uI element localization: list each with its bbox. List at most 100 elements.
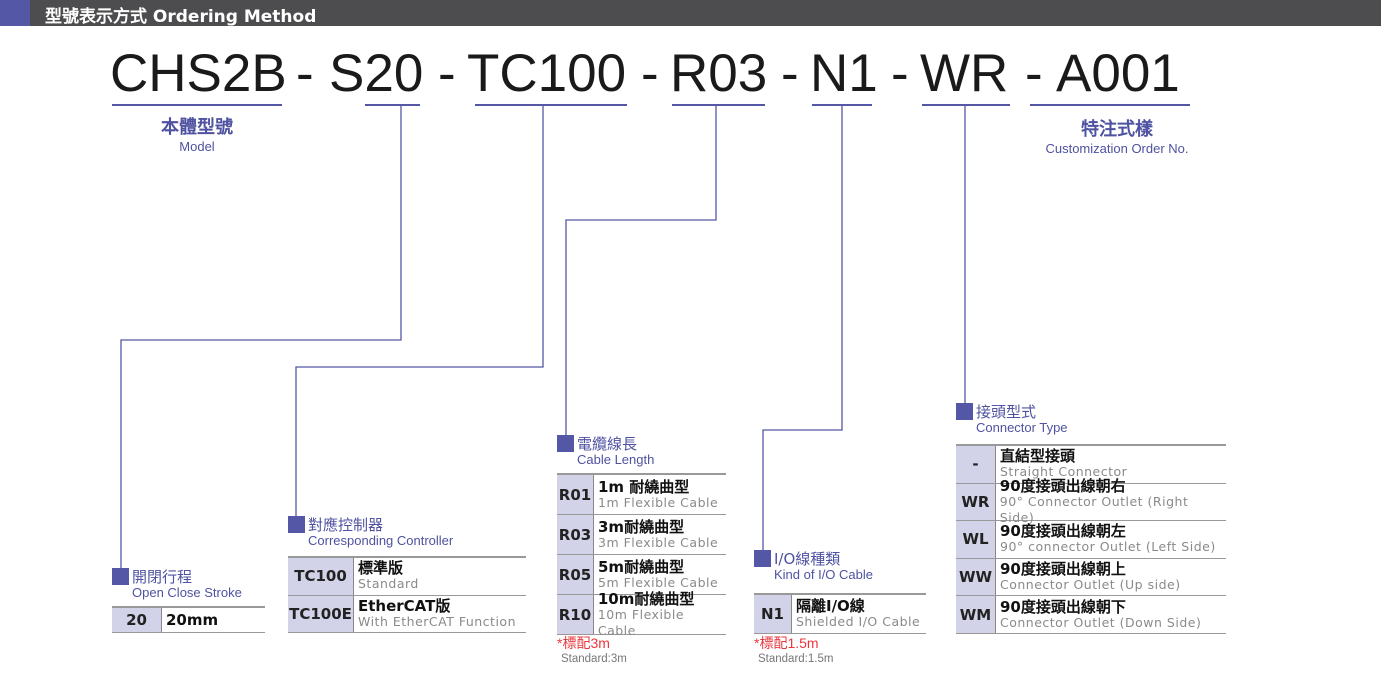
code-segment: A001 <box>1056 44 1180 103</box>
custom-label: 特注式樣 Customization Order No. <box>1010 115 1224 156</box>
option-code: R05 <box>557 555 594 594</box>
custom-label-zh: 特注式樣 <box>1081 119 1153 140</box>
model-label-zh: 本體型號 <box>161 117 233 138</box>
section-marker-icon <box>754 550 771 567</box>
option-description: 90度接頭出線朝下 Connector Outlet (Down Side) <box>996 596 1201 633</box>
header-accent <box>0 0 30 26</box>
option-name-en: Connector Outlet (Down Side) <box>1000 614 1202 630</box>
option-description: 5m耐繞曲型 5m Flexible Cable <box>594 555 718 594</box>
table-row: TC100 標準版 Standard <box>288 558 526 596</box>
table-row: R03 3m耐繞曲型 3m Flexible Cable <box>557 515 726 555</box>
table-row: - 直結型接頭 Straight Connector <box>956 446 1226 484</box>
underline-controller <box>475 104 627 106</box>
standard-note-en: Standard:3m <box>561 653 627 665</box>
option-table: N1 隔離I/O線 Shielded I/O Cable <box>754 593 926 634</box>
option-code: R01 <box>557 475 594 514</box>
code-separator: - <box>438 44 456 103</box>
section-marker-icon <box>288 516 305 533</box>
option-description: 直結型接頭 Straight Connector <box>996 446 1127 483</box>
option-description: 10m耐繞曲型 10m Flexible Cable <box>594 591 726 638</box>
section-marker-icon <box>557 435 574 452</box>
option-table: R01 1m 耐繞曲型 1m Flexible Cable R03 3m耐繞曲型 3m F… <box>557 473 726 638</box>
option-code: WW <box>956 558 996 596</box>
option-name-en: 3m Flexible Cable <box>598 534 719 550</box>
table-row: WR 90度接頭出線朝右 90° Connector Outlet (Right S… <box>956 478 1226 525</box>
option-name-zh: 標準版 <box>358 559 404 578</box>
option-name-zh: 90度接頭出線朝左 <box>1000 522 1126 541</box>
option-name-zh: 90度接頭出線朝上 <box>1000 560 1126 579</box>
code-segment: N1 <box>810 44 878 103</box>
option-table: - 直結型接頭 Straight Connector WR 90度接頭出線朝右 90° C… <box>956 444 1226 634</box>
code-segment: WR <box>920 44 1009 103</box>
option-name-zh: 90度接頭出線朝右 <box>999 476 1126 495</box>
underline-model <box>112 104 282 106</box>
section-subtitle: Corresponding Controller <box>308 533 454 548</box>
option-code: WM <box>956 596 996 633</box>
option-description: 標準版 Standard <box>354 558 419 595</box>
table-row: WW 90度接頭出線朝上 Connector Outlet (Up side) <box>956 558 1226 597</box>
code-separator: - <box>1025 44 1043 103</box>
section-title: 接頭型式 <box>976 403 1037 421</box>
table-row: TC100E EtherCAT版 With EtherCAT Function <box>288 595 526 633</box>
line-stroke <box>120 105 402 570</box>
option-name-zh: 90度接頭出線朝下 <box>1000 597 1126 616</box>
option-table: 20 20mm <box>112 606 265 633</box>
underline-cable <box>672 104 765 106</box>
option-name-en: 90° Connector Outlet (Right Side) <box>999 493 1189 525</box>
section-title: 開閉行程 <box>132 568 193 586</box>
option-code: - <box>956 446 996 483</box>
code-separator: - <box>891 44 909 103</box>
option-name-zh: 10m耐繞曲型 <box>597 589 695 608</box>
code-separator: - <box>296 44 314 103</box>
option-name-zh: 3m耐繞曲型 <box>598 517 685 536</box>
option-code: WL <box>956 521 996 558</box>
option-name-en: 1m Flexible Cable <box>598 494 719 510</box>
table-row: N1 隔離I/O線 Shielded I/O Cable <box>754 595 926 634</box>
section-subtitle: Connector Type <box>976 420 1068 435</box>
model-label-en: Model <box>179 139 215 154</box>
code-segment: TC100 <box>467 44 627 103</box>
code-segment: R03 <box>670 44 768 103</box>
option-name-en: 90° connector Outlet (Left Side) <box>1000 539 1216 555</box>
option-name-zh: 20mm <box>166 611 219 629</box>
option-code: TC100 <box>288 558 354 595</box>
model-label: 本體型號 Model <box>112 113 282 154</box>
option-description: 隔離I/O線 Shielded I/O Cable <box>792 595 920 633</box>
section-title: I/O線種類 <box>774 550 841 568</box>
option-name-en: With EtherCAT Function <box>358 613 516 629</box>
line-io <box>762 105 843 552</box>
standard-note: *標配1.5m Standard:1.5m <box>754 633 833 665</box>
option-name-en: 5m Flexible Cable <box>598 574 719 590</box>
underline-stroke <box>365 104 420 106</box>
option-code: WR <box>956 483 996 521</box>
underline-custom <box>1030 104 1190 106</box>
section-header: 型號表示方式 Ordering Method <box>0 0 1381 27</box>
standard-note: *標配3m Standard:3m <box>557 633 627 665</box>
code-separator: - <box>641 44 659 103</box>
option-name-en: Shielded I/O Cable <box>796 614 921 629</box>
option-code: 20 <box>112 608 162 632</box>
underline-io <box>812 104 872 106</box>
option-description: 90度接頭出線朝上 Connector Outlet (Up side) <box>996 559 1181 596</box>
standard-note-zh: *標配3m <box>557 635 610 651</box>
section-marker-icon <box>112 568 129 585</box>
option-name-zh: 隔離I/O線 <box>796 597 865 615</box>
table-row: 20 20mm <box>112 608 265 633</box>
option-name-zh: 直結型接頭 <box>1000 447 1076 466</box>
standard-note-zh: *標配1.5m <box>754 635 819 651</box>
table-row: R10 10m耐繞曲型 10m Flexible Cable <box>557 591 726 638</box>
table-row: R05 5m耐繞曲型 5m Flexible Cable <box>557 555 726 595</box>
table-row: R01 1m 耐繞曲型 1m Flexible Cable <box>557 475 726 515</box>
option-code: R03 <box>557 515 594 554</box>
option-code: N1 <box>754 595 792 633</box>
option-name-zh: 1m 耐繞曲型 <box>598 477 690 496</box>
section-title: 對應控制器 <box>308 516 384 534</box>
option-name-en: Straight Connector <box>1000 464 1128 480</box>
line-controller <box>295 105 544 517</box>
option-name-en: Standard <box>358 576 419 592</box>
option-code: TC100E <box>288 595 354 632</box>
table-row: WL 90度接頭出線朝左 90° connector Outlet (Left Si… <box>956 521 1226 559</box>
option-description: 1m 耐繞曲型 1m Flexible Cable <box>594 475 718 514</box>
option-description: 20mm <box>162 608 218 632</box>
